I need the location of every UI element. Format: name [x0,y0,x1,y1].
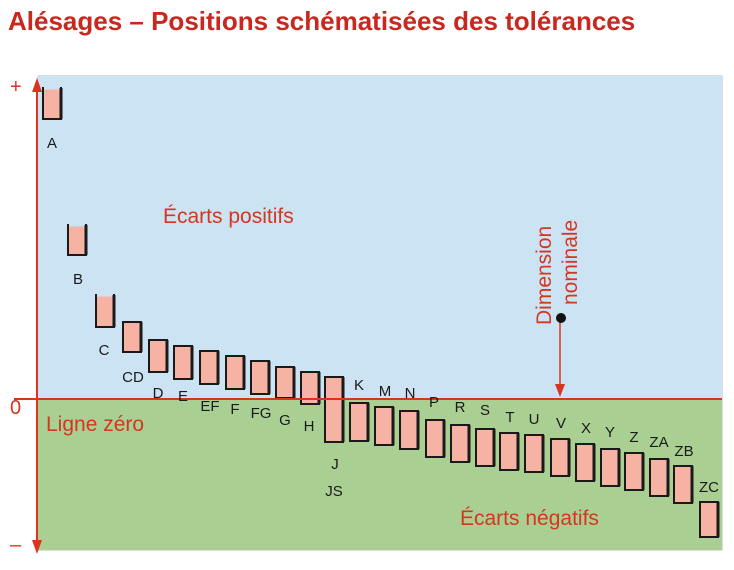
tolerance-boxes [42,86,720,538]
axis-plus-label: + [10,76,22,98]
tolerance-box-c [95,294,115,328]
nominal-dimension-label-line2: nominale [559,220,582,305]
tolerance-box-fg [250,360,270,395]
tolerance-label-j: J [331,456,339,473]
tolerance-label-s: S [480,402,490,419]
tolerance-label-h: H [304,418,315,435]
tolerance-box-f [225,355,245,390]
tolerance-label-m: M [379,383,392,400]
tolerance-label-f: F [230,401,239,418]
tolerance-label-js: JS [325,483,343,500]
tolerance-label-r: R [455,399,466,416]
tolerance-box-y [600,448,620,487]
tolerance-label-zc: ZC [699,479,719,496]
tolerance-box-t [499,432,519,471]
tolerance-box-r [450,424,470,463]
tolerance-label-p: P [429,394,439,411]
tolerance-box-x [575,443,595,482]
tolerance-box-z [624,452,644,491]
tolerance-box-p [425,419,445,458]
tolerance-label-k: K [354,377,364,394]
nominal-dimension-label-line1: Dimension [533,226,556,325]
tolerance-box-k [349,402,369,442]
tolerance-box-b [67,224,87,256]
zero-line-label: Ligne zéro [46,413,144,436]
tolerance-label-y: Y [605,424,615,441]
negative-deviations-label: Écarts négatifs [460,507,599,530]
nominal-dot-icon [556,313,566,323]
tolerance-box-n [399,410,419,450]
tolerance-label-x: X [581,420,591,437]
tolerance-box-s [475,428,495,467]
tolerance-label-z: Z [629,429,638,446]
tolerance-label-g: G [279,412,291,429]
tolerance-box-za [649,458,669,497]
axis-zero-label: 0 [10,397,21,419]
tolerance-box-zb [673,465,693,504]
tolerance-label-a: A [47,135,57,152]
axis-minus-label: – [10,534,22,556]
tolerance-box-cd [122,321,142,353]
tolerance-label-zb: ZB [674,443,693,460]
tolerance-box-zc [699,501,719,538]
tolerance-box-m [374,406,394,446]
axis-arrow-up-icon [32,78,42,92]
page-title: Alésages – Positions schématisées des to… [8,6,636,36]
tolerance-label-ef: EF [200,398,219,415]
tolerance-label-za: ZA [649,434,668,451]
axis-arrow-down-icon [32,540,42,554]
tolerance-box-d [148,339,168,373]
tolerance-box-v [550,438,570,477]
tolerance-label-n: N [405,385,416,402]
tolerance-label-e: E [178,388,188,405]
tolerance-label-v: V [556,415,566,432]
tolerance-label-d: D [153,385,164,402]
positive-deviations-label: Écarts positifs [163,205,294,228]
tolerance-box-j [324,376,344,443]
tolerance-label-fg: FG [251,405,272,422]
tolerance-label-u: U [529,411,540,428]
tolerance-box-g [275,366,295,399]
tolerance-box-ef [199,350,219,385]
tolerance-label-cd: CD [122,369,144,386]
tolerance-label-b: B [73,271,83,288]
tolerance-label-t: T [505,409,514,426]
tolerance-box-u [524,434,544,473]
tolerance-box-e [173,345,193,380]
nominal-arrow-icon [555,384,565,397]
tolerance-box-a [42,87,62,120]
tolerance-label-c: C [99,342,110,359]
